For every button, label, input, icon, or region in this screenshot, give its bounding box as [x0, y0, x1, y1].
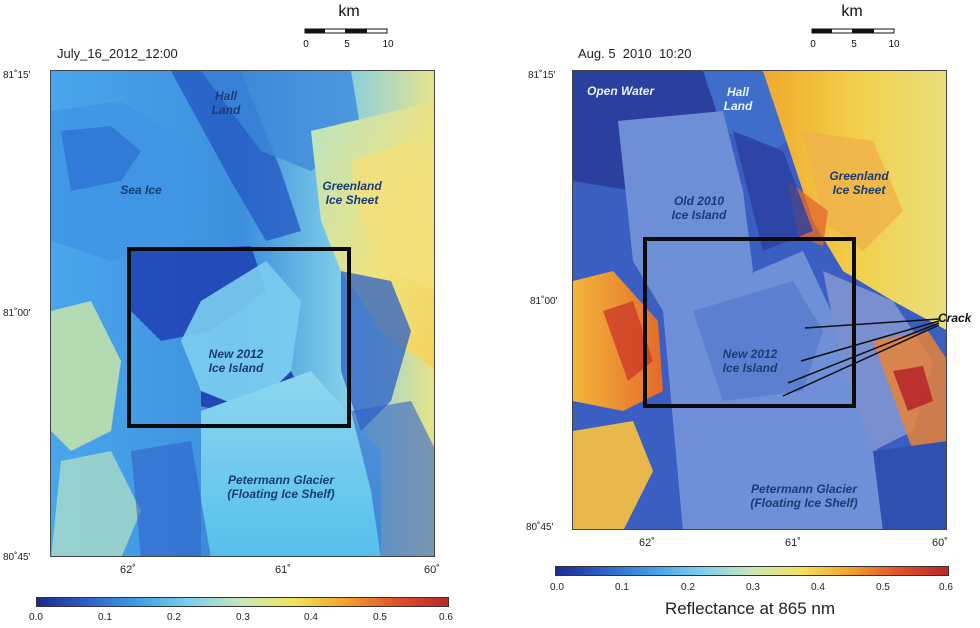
- left-colorbar-tick: 0.5: [373, 612, 387, 623]
- right-label-old-island: Old 2010 Ice Island: [671, 194, 727, 222]
- left-lat-label-south: 80˚45': [3, 552, 31, 563]
- right-study-region-box: [643, 237, 856, 408]
- right-scalebar: [811, 28, 895, 34]
- right-colorbar-tick: 0.5: [876, 582, 890, 593]
- right-label-petermann: Petermann Glacier (Floating Ice Shelf): [750, 482, 858, 510]
- left-scalebar-tick-0: 0: [303, 39, 309, 50]
- left-label-sea-ice: Sea Ice: [120, 183, 162, 197]
- left-colorbar-tick: 0.6: [439, 612, 453, 623]
- right-scalebar-title: km: [841, 3, 863, 20]
- right-label-open-water: Open Water: [587, 84, 655, 98]
- right-label-hall-land: Hall Land: [723, 85, 753, 113]
- left-colorbar-tick: 0.1: [98, 612, 112, 623]
- right-scalebar-tick-5: 5: [851, 39, 857, 50]
- right-colorbar: [555, 566, 949, 576]
- crack-indicator-lines: [782, 318, 940, 397]
- left-colorbar-tick: 0.2: [167, 612, 181, 623]
- left-colorbar-tick: 0.4: [304, 612, 318, 623]
- right-lon-label-61: 61˚: [785, 537, 801, 549]
- right-scalebar-tick-10: 10: [888, 39, 900, 50]
- right-timestamp: Aug. 5 2010 10:20: [578, 46, 692, 61]
- right-lat-label-north: 81˚15': [528, 70, 556, 81]
- left-scalebar-title: km: [338, 3, 360, 20]
- left-lon-label-62: 62˚: [120, 564, 136, 576]
- left-label-hall-land: Hall Land: [211, 89, 241, 117]
- left-study-region-box: [127, 247, 351, 428]
- right-lon-label-62: 62˚: [639, 537, 655, 549]
- right-lat-label-south: 80˚45': [526, 522, 554, 533]
- left-scalebar: [304, 28, 388, 34]
- right-colorbar-tick: 0.1: [615, 582, 629, 593]
- left-lat-label-north: 81˚15': [3, 70, 31, 81]
- left-colorbar-tick: 0.3: [236, 612, 250, 623]
- left-colorbar: [36, 597, 449, 607]
- left-colorbar-tick: 0.0: [29, 612, 43, 623]
- left-label-new-island: New 2012 Ice Island: [208, 347, 264, 375]
- left-scalebar-tick-5: 5: [344, 39, 350, 50]
- left-satellite-map: Hall Land Sea Ice Greenland Ice Sheet Ne…: [50, 70, 435, 557]
- left-lat-label-mid: 81˚00': [3, 308, 31, 319]
- left-label-petermann: Petermann Glacier (Floating Ice Shelf): [227, 473, 335, 501]
- right-label-greenland: Greenland Ice Sheet: [829, 169, 889, 197]
- left-label-greenland: Greenland Ice Sheet: [322, 179, 382, 207]
- right-lat-label-mid: 81˚00': [530, 296, 558, 307]
- right-colorbar-tick: 0.3: [746, 582, 760, 593]
- right-colorbar-tick: 0.0: [550, 582, 564, 593]
- right-colorbar-tick: 0.4: [811, 582, 825, 593]
- right-label-new-island: New 2012 Ice Island: [722, 347, 778, 375]
- right-lon-label-60: 60˚: [932, 537, 948, 549]
- right-satellite-map: Open Water Hall Land Greenland Ice Sheet…: [572, 70, 947, 530]
- right-scalebar-tick-0: 0: [810, 39, 816, 50]
- left-scalebar-tick-10: 10: [382, 39, 394, 50]
- right-colorbar-tick: 0.6: [939, 582, 953, 593]
- right-colorbar-tick: 0.2: [681, 582, 695, 593]
- colorbar-title: Reflectance at 865 nm: [664, 599, 836, 618]
- right-label-crack: Crack: [938, 311, 972, 325]
- left-timestamp: July_16_2012_12:00: [57, 46, 178, 61]
- left-lon-label-60: 60˚: [424, 564, 440, 576]
- left-lon-label-61: 61˚: [275, 564, 291, 576]
